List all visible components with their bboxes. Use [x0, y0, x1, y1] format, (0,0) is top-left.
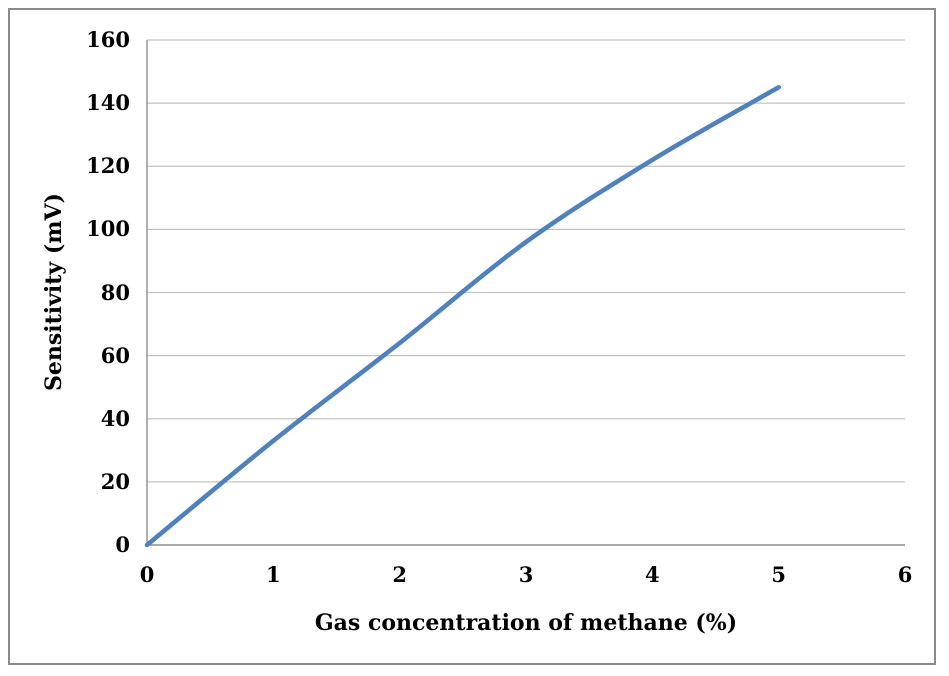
y-tick-label: 140: [86, 90, 130, 116]
x-tick-label: 2: [392, 562, 407, 587]
y-tick-label: 160: [86, 27, 130, 52]
x-tick-label: 4: [645, 562, 660, 587]
y-axis-title: Sensitivity (mV): [41, 192, 67, 392]
y-tick-label: 60: [100, 342, 130, 368]
x-axis-title: Gas concentration of methane (%): [314, 610, 738, 636]
y-tick-label: 20: [100, 468, 130, 494]
x-tick-label: 0: [139, 562, 155, 587]
y-tick-label: 40: [100, 405, 130, 431]
x-tick-label: 1: [266, 562, 281, 587]
x-tick-label: 5: [771, 562, 786, 587]
x-tick-label: 3: [518, 562, 534, 587]
sensitivity-curve: [144, 85, 781, 548]
y-tick-label: 80: [100, 279, 130, 305]
y-tick-label: 100: [86, 216, 130, 242]
chart-frame: [8, 8, 936, 665]
y-tick-label: 120: [86, 153, 130, 179]
y-tick-label: 0: [115, 532, 130, 557]
x-tick-label: 6: [897, 562, 913, 587]
